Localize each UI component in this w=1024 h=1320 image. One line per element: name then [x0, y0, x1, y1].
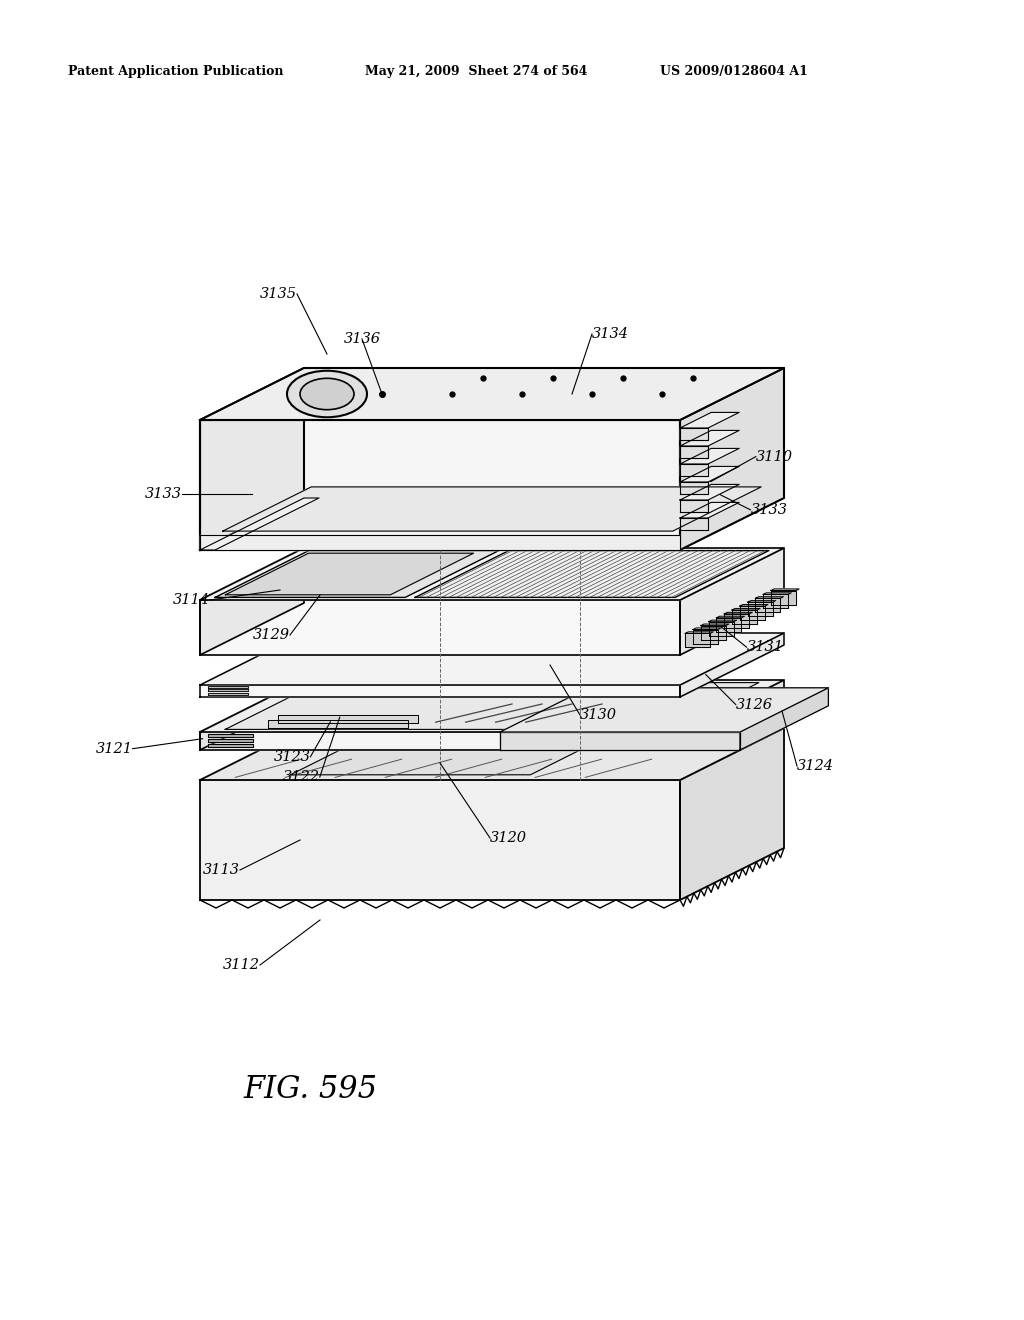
Polygon shape: [756, 597, 783, 598]
Polygon shape: [500, 733, 740, 750]
Text: Patent Application Publication: Patent Application Publication: [68, 66, 284, 78]
Polygon shape: [680, 368, 784, 550]
Polygon shape: [680, 446, 708, 458]
Polygon shape: [724, 614, 750, 628]
Text: 3122: 3122: [283, 770, 319, 784]
Polygon shape: [415, 550, 769, 598]
Polygon shape: [200, 634, 784, 685]
Polygon shape: [740, 688, 828, 750]
Text: 3121: 3121: [95, 742, 132, 755]
Polygon shape: [200, 368, 784, 420]
Polygon shape: [208, 685, 248, 688]
Polygon shape: [680, 500, 708, 512]
Polygon shape: [680, 503, 739, 517]
Polygon shape: [763, 593, 792, 594]
Polygon shape: [680, 430, 739, 446]
Polygon shape: [200, 780, 680, 900]
Polygon shape: [693, 630, 718, 644]
Polygon shape: [215, 550, 499, 598]
Polygon shape: [693, 628, 721, 630]
Ellipse shape: [300, 379, 354, 409]
Text: 3130: 3130: [580, 708, 617, 722]
Polygon shape: [680, 482, 708, 494]
Text: FIG. 595: FIG. 595: [243, 1074, 377, 1106]
Polygon shape: [717, 618, 741, 632]
Text: 3133: 3133: [145, 487, 182, 502]
Text: 3114: 3114: [173, 593, 210, 607]
Text: 3133: 3133: [751, 503, 787, 517]
Polygon shape: [709, 622, 733, 636]
Polygon shape: [200, 368, 304, 550]
Polygon shape: [680, 412, 739, 428]
Polygon shape: [225, 682, 759, 730]
Polygon shape: [200, 729, 784, 780]
Polygon shape: [200, 601, 680, 655]
Polygon shape: [680, 484, 739, 500]
Polygon shape: [763, 594, 788, 609]
Text: 3113: 3113: [203, 863, 240, 876]
Polygon shape: [739, 606, 765, 620]
Polygon shape: [200, 420, 680, 550]
Polygon shape: [680, 465, 708, 477]
Polygon shape: [680, 729, 784, 900]
Polygon shape: [279, 715, 418, 723]
Text: 3134: 3134: [592, 327, 629, 341]
Polygon shape: [208, 743, 253, 747]
Text: 3124: 3124: [797, 759, 834, 774]
Polygon shape: [771, 589, 799, 590]
Polygon shape: [208, 739, 253, 742]
Polygon shape: [700, 624, 729, 626]
Polygon shape: [291, 738, 603, 775]
Polygon shape: [200, 733, 680, 750]
Polygon shape: [685, 634, 711, 647]
Polygon shape: [500, 688, 828, 733]
Polygon shape: [680, 680, 784, 750]
Polygon shape: [756, 598, 780, 612]
Text: 3131: 3131: [746, 640, 783, 655]
Text: 3129: 3129: [253, 628, 290, 642]
Text: 3135: 3135: [260, 286, 297, 301]
Polygon shape: [200, 680, 784, 733]
Polygon shape: [680, 466, 739, 482]
Polygon shape: [700, 626, 726, 640]
Polygon shape: [200, 548, 304, 655]
Polygon shape: [732, 609, 760, 610]
Ellipse shape: [287, 371, 367, 417]
Polygon shape: [268, 721, 408, 729]
Polygon shape: [685, 632, 714, 634]
Text: 3110: 3110: [756, 450, 793, 463]
Text: 3112: 3112: [223, 958, 260, 972]
Text: 3126: 3126: [736, 697, 773, 711]
Polygon shape: [225, 553, 473, 595]
Polygon shape: [680, 428, 708, 440]
Polygon shape: [732, 610, 757, 624]
Polygon shape: [739, 605, 768, 606]
Polygon shape: [200, 498, 319, 550]
Polygon shape: [208, 693, 248, 694]
Polygon shape: [748, 601, 776, 602]
Polygon shape: [208, 734, 253, 737]
Polygon shape: [680, 634, 784, 697]
Text: 3120: 3120: [490, 832, 527, 845]
Text: May 21, 2009  Sheet 274 of 564: May 21, 2009 Sheet 274 of 564: [365, 66, 588, 78]
Text: 3123: 3123: [273, 750, 310, 764]
Text: US 2009/0128604 A1: US 2009/0128604 A1: [660, 66, 808, 78]
Polygon shape: [724, 612, 753, 614]
Polygon shape: [200, 685, 680, 697]
Polygon shape: [748, 602, 772, 616]
Polygon shape: [200, 535, 680, 550]
Polygon shape: [200, 680, 304, 750]
Polygon shape: [709, 620, 736, 622]
Polygon shape: [680, 517, 708, 531]
Polygon shape: [771, 590, 796, 605]
Polygon shape: [200, 548, 784, 601]
Polygon shape: [717, 616, 744, 618]
Polygon shape: [208, 689, 248, 692]
Polygon shape: [680, 449, 739, 465]
Text: 3136: 3136: [343, 333, 381, 346]
Polygon shape: [680, 548, 784, 655]
Polygon shape: [223, 487, 761, 531]
